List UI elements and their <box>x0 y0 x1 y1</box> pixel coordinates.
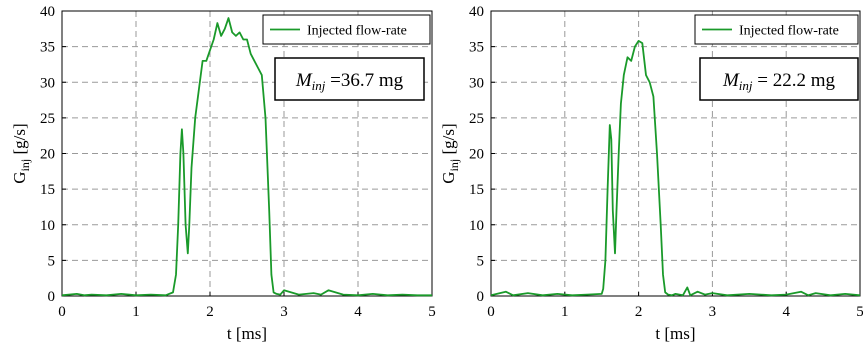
x-tick-label: 5 <box>428 304 436 320</box>
mass-annotation: Minj = 22.2 mg <box>722 70 836 93</box>
mass-annotation: Minj =36.7 mg <box>295 70 404 93</box>
x-tick-label: 1 <box>561 304 569 320</box>
y-tick-label: 35 <box>469 40 484 56</box>
x-tick-label: 4 <box>782 304 790 320</box>
mass-annotation-box <box>274 57 425 101</box>
chart-2: 0 1 2 3 4 5 0 5 10 15 20 25 30 35 40 t [ms] Ginj [g/s] In… <box>439 4 863 343</box>
y-tick-label: 40 <box>469 4 484 20</box>
y-axis-title-subscript: inj <box>18 159 32 172</box>
x-tick-label: 0 <box>487 304 495 320</box>
x-tick-label: 0 <box>58 304 66 320</box>
y-axis-title: Ginj [g/s] <box>439 123 461 183</box>
mass-symbol: M <box>295 70 313 91</box>
y-axis-title-main: G <box>10 171 29 183</box>
mass-value: = 22.2 mg <box>753 70 836 91</box>
mass-symbol: M <box>722 70 740 91</box>
y-tick-label: 20 <box>469 147 484 163</box>
legend-label: Injected flow-rate <box>307 24 407 39</box>
y-tick-label: 15 <box>469 182 484 198</box>
y-tick-label: 10 <box>40 218 55 234</box>
y-tick-label: 40 <box>40 4 55 20</box>
y-tick-label: 25 <box>40 111 55 127</box>
x-tick-label: 3 <box>280 304 288 320</box>
y-axis-title-subscript: inj <box>447 159 461 172</box>
y-tick-label: 15 <box>40 182 55 198</box>
x-tick-label: 2 <box>206 304 214 320</box>
chart-1: 0 1 2 3 4 5 0 5 10 15 20 25 30 35 40 t [ms] Ginj [g/s] In… <box>10 4 436 343</box>
y-tick-label: 30 <box>469 75 484 91</box>
y-tick-label: 0 <box>477 289 485 305</box>
mass-subscript: inj <box>312 78 326 93</box>
series-line-1 <box>61 17 432 297</box>
y-axis-title-main: G <box>439 171 458 183</box>
y-tick-label: 10 <box>469 218 484 234</box>
y-axis-title: Ginj [g/s] <box>10 123 32 183</box>
x-tick-label: 2 <box>635 304 643 320</box>
y-tick-label: 5 <box>48 253 56 269</box>
y-tick-label: 20 <box>40 147 55 163</box>
x-tick-label: 5 <box>856 304 863 320</box>
x-axis-title: t [ms] <box>655 324 695 343</box>
mass-value: =36.7 mg <box>325 70 403 91</box>
y-tick-label: 35 <box>40 40 55 56</box>
legend-label: Injected flow-rate <box>739 24 839 39</box>
y-tick-label: 30 <box>40 75 55 91</box>
mass-annotation-box <box>699 57 859 101</box>
x-axis-title: t [ms] <box>227 324 267 343</box>
y-tick-label: 5 <box>477 253 485 269</box>
y-tick-label: 0 <box>48 289 56 305</box>
series-line-1 <box>490 40 861 297</box>
y-axis-title-unit: [g/s] <box>10 123 29 158</box>
x-tick-label: 3 <box>709 304 717 320</box>
y-tick-label: 25 <box>469 111 484 127</box>
mass-subscript: inj <box>739 78 753 93</box>
x-tick-label: 4 <box>354 304 362 320</box>
y-axis-title-unit: [g/s] <box>439 123 458 158</box>
x-tick-label: 1 <box>132 304 140 320</box>
